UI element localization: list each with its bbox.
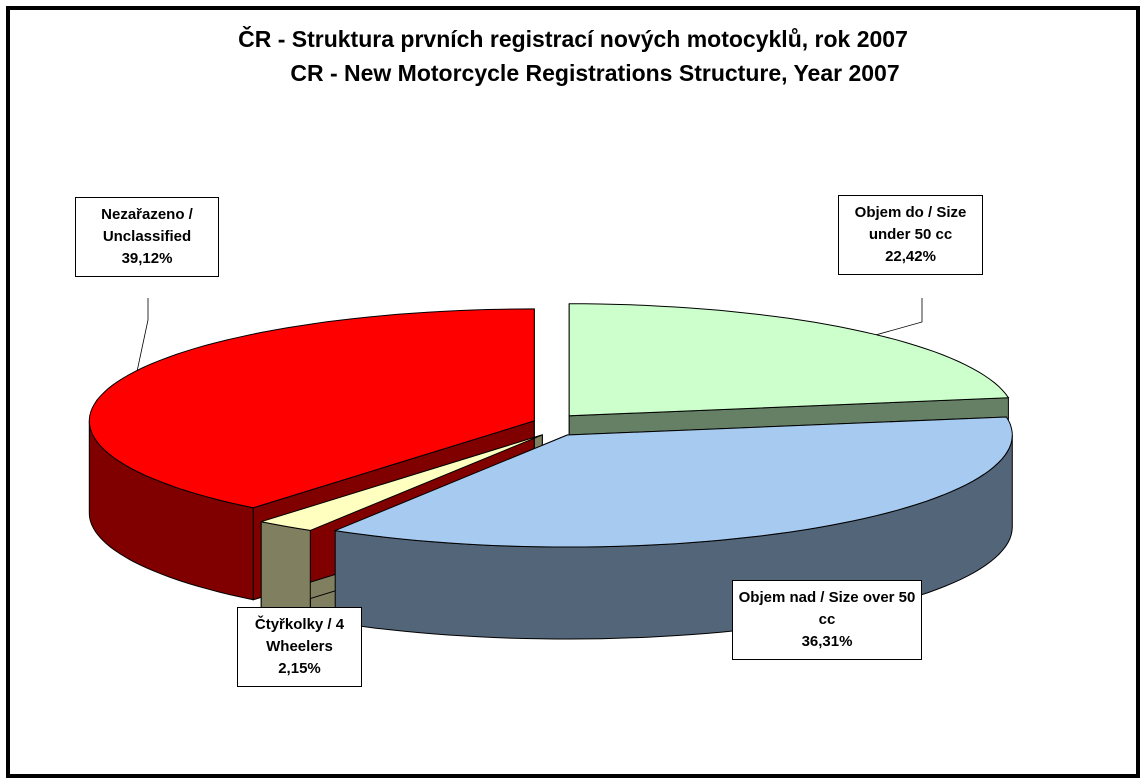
chart-subtitle: CR - New Motorcycle Registrations Struct…	[290, 60, 900, 86]
label-category: Objem nad / Size over 50 cc	[738, 589, 916, 628]
label-category: Objem do / Size under 50 cc	[854, 204, 967, 243]
pie-slice	[88, 308, 535, 509]
label-category: Nezařazeno / Unclassified	[101, 206, 193, 245]
data-label: Objem do / Size under 50 cc 22,42%	[838, 195, 983, 275]
label-value: 22,42%	[885, 248, 936, 265]
data-label: Objem nad / Size over 50 cc 36,31%	[732, 580, 922, 660]
chart-title: ČR - Struktura prvních registrací nových…	[238, 26, 908, 52]
label-value: 39,12%	[121, 250, 173, 267]
frame	[6, 6, 1140, 778]
pie-slice	[568, 303, 1010, 417]
label-value: 2,15%	[278, 660, 321, 677]
pie-slice	[261, 434, 543, 531]
label-value: 36,31%	[801, 633, 853, 650]
label-category: Čtyřkolky / 4 Wheelers	[254, 616, 345, 655]
pie-slice	[333, 416, 1013, 548]
data-label: Čtyřkolky / 4 Wheelers 2,15%	[237, 607, 362, 687]
data-label: Nezařazeno / Unclassified 39,12%	[75, 197, 219, 277]
